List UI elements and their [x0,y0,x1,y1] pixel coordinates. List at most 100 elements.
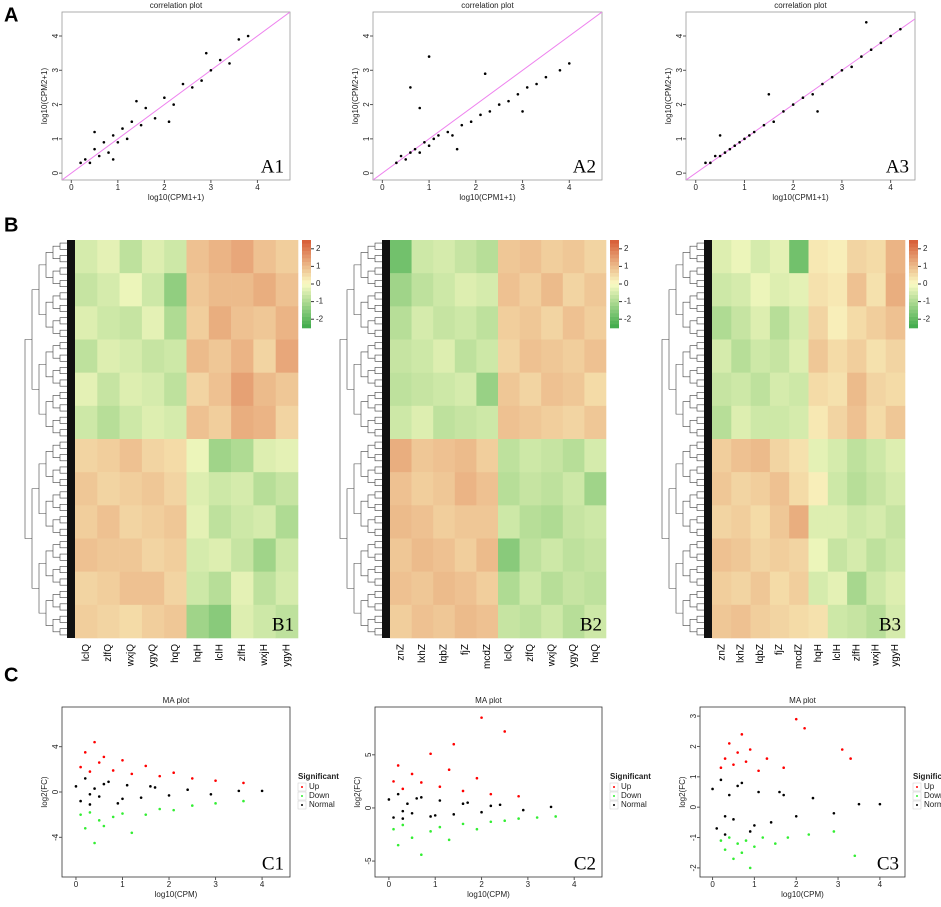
point [438,825,442,829]
point [410,772,414,776]
dendrogram-branch [367,395,375,409]
heat-cell [390,472,412,506]
heat-cell [141,472,165,506]
heat-cell [866,273,886,307]
x-axis-label: log10(CPM1+1) [772,193,829,202]
x-tick-label: 3 [836,880,841,889]
heat-cell [847,505,867,539]
heat-cell [885,571,906,606]
point [153,116,157,120]
y-tick-label: 2 [362,102,371,107]
heat-cell [769,472,790,506]
heat-cell [584,240,607,274]
heat-cell [808,472,829,506]
point [778,790,781,794]
point [190,804,194,807]
point [899,27,902,31]
dendrogram-branch [374,466,382,474]
dendrogram-branch [689,469,697,483]
heat-cell [498,306,520,340]
point [130,772,134,776]
point [93,130,96,134]
dendrogram-branch [682,252,690,278]
heat-cell [885,538,906,572]
dendrogram-branch [696,354,704,362]
colorbar-label: 0 [316,279,321,288]
heat-cell [411,505,434,539]
heat-cell [847,240,867,274]
dendrogram-branch [38,264,46,315]
row-label: B [4,214,18,236]
heat-cell [164,571,187,606]
dendrogram-branch [59,329,67,337]
legend-label: Normal [309,800,335,809]
heat-cell [519,372,542,407]
point [420,853,423,856]
point [469,120,473,124]
heat-cell [97,538,120,572]
point [427,55,431,58]
point [857,802,861,806]
point [438,799,442,802]
dendrogram-branch [696,280,704,287]
heat-cell [476,372,499,407]
heat-cell [541,439,564,473]
y-tick-label: -1 [689,833,698,841]
point [83,777,87,780]
dendrogram-branch [374,528,382,536]
y-axis-label: log2(FC) [40,776,49,807]
heat-cell [562,240,585,274]
heat-cell [498,439,520,473]
dendrogram-branch [696,628,704,636]
heat-cell [141,306,165,340]
heat-cell [750,472,771,506]
point [102,824,106,828]
point [503,819,507,822]
heat-cell [433,571,456,606]
heat-cell [750,439,771,473]
dendrogram-branch [45,451,53,477]
point [186,788,189,792]
point [409,86,412,89]
point [447,838,451,842]
colorbar-step [302,262,311,266]
colorbar-step [610,243,619,248]
point [498,803,502,807]
colorbar-step [610,265,619,270]
point [830,75,834,79]
heat-cell [712,472,732,506]
dendrogram-branch [367,569,375,583]
point [237,38,241,41]
point [782,793,785,797]
column-label: zlfH [237,644,248,661]
dendrogram-branch [374,255,382,263]
heat-cell [789,240,809,274]
point [121,758,124,762]
dendrogram-branch [696,342,704,350]
panel-label: B3 [879,614,901,635]
heat-cell [827,571,848,606]
dendrogram-branch [689,444,697,458]
colorbar-step [302,302,311,307]
heat-cell [519,273,542,307]
heat-cell [75,372,98,407]
heat-cell [789,306,809,340]
heat-cell [750,339,771,373]
point [97,795,101,798]
point [396,792,400,796]
heat-cell [712,405,732,440]
point [480,716,483,719]
heat-cell [866,306,886,340]
heat-cell [712,339,732,373]
heat-cell [498,372,520,407]
heat-cell [253,604,276,639]
dendrogram-branch [374,367,382,375]
heat-cell [97,604,120,639]
heat-cell [454,505,477,539]
heat-cell [498,571,520,606]
dendrogram-branch [696,541,704,549]
point [102,140,106,144]
heat-cell [75,505,98,539]
heat-cell [789,571,809,606]
heat-cell [141,273,165,307]
